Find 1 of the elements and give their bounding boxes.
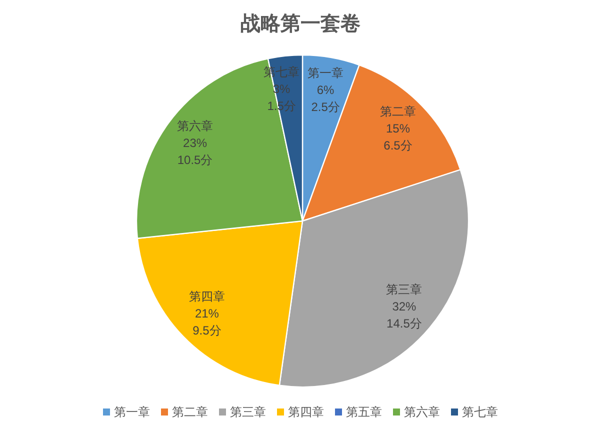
title: 战略第一套卷 <box>240 13 360 35</box>
